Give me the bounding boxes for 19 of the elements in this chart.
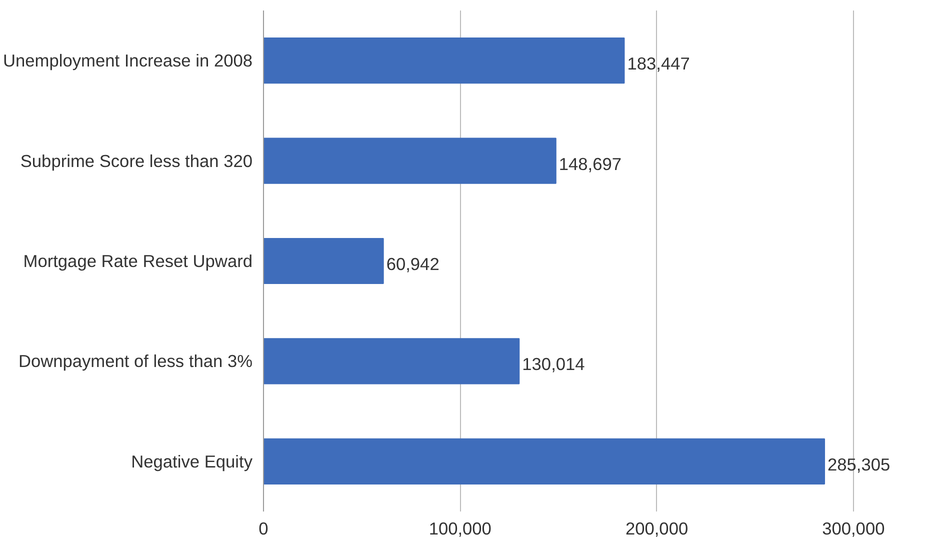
- bar: [264, 138, 556, 184]
- data-label: 130,014: [522, 354, 586, 374]
- y-tick-label: Unemployment Increase in 2008: [3, 50, 253, 71]
- data-label: 183,447: [627, 54, 690, 74]
- y-tick-label: Downpayment of less than 3%: [18, 351, 253, 372]
- bar: [264, 338, 520, 384]
- y-tick-label: Mortgage Rate Reset Upward: [23, 251, 253, 271]
- data-label: 285,305: [828, 454, 890, 474]
- x-tick-label: 300,000: [822, 518, 885, 537]
- data-label: 148,697: [558, 154, 622, 174]
- bar: [264, 438, 826, 484]
- x-tick-label: 200,000: [625, 518, 688, 537]
- data-label: 60,942: [386, 254, 440, 274]
- y-tick-label: Negative Equity: [131, 451, 253, 472]
- y-tick-label: Subprime Score less than 320: [20, 150, 253, 171]
- bar: [264, 238, 384, 284]
- x-tick-label: 0: [258, 518, 268, 537]
- bar: [264, 38, 625, 84]
- x-tick-label: 100,000: [428, 518, 492, 537]
